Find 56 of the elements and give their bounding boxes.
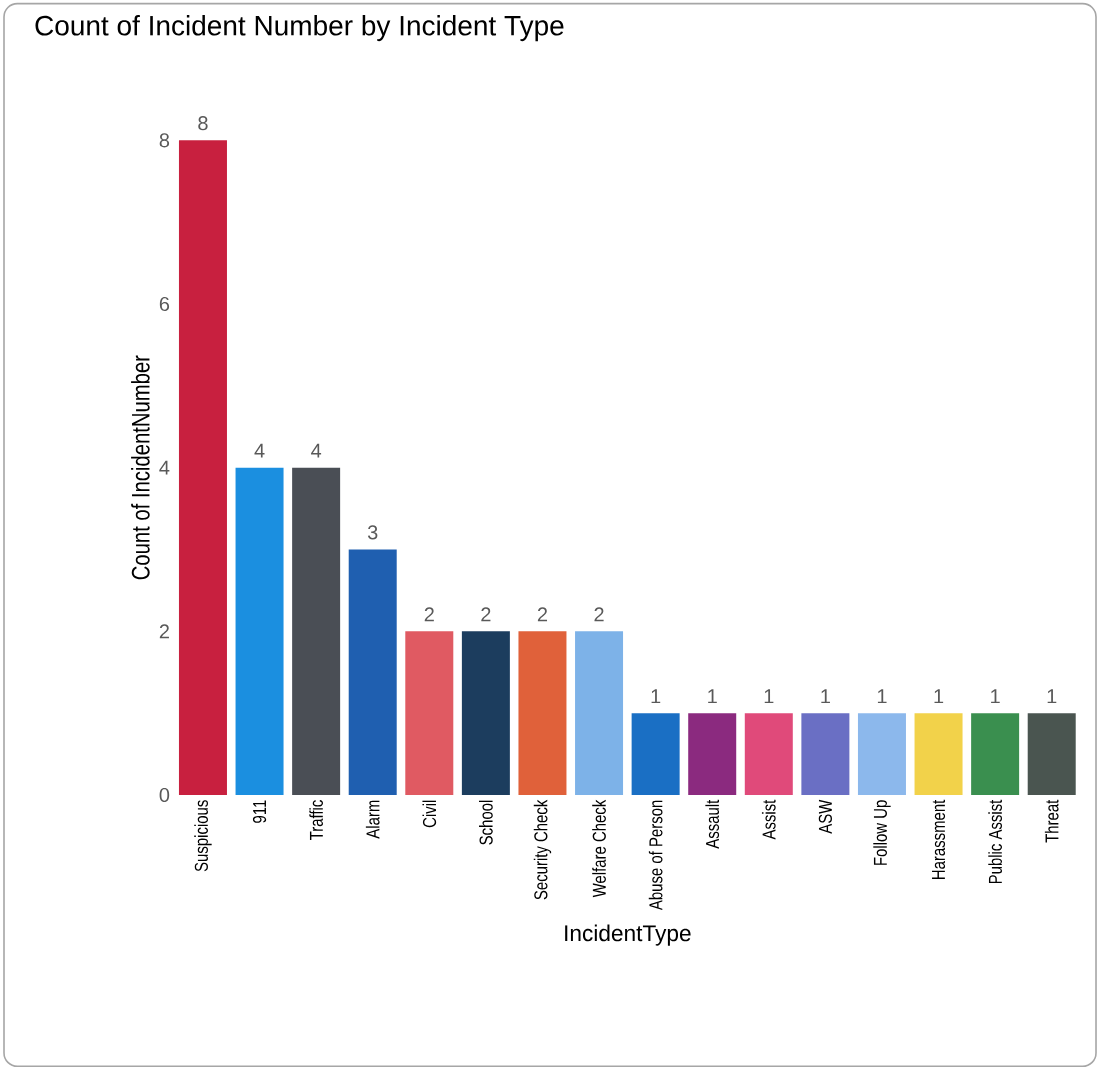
x-axis-title: IncidentType xyxy=(565,924,691,946)
y-tick-label: 2 xyxy=(159,624,169,639)
bar xyxy=(914,713,963,795)
x-tick-label: Abuse of Person xyxy=(648,800,663,911)
x-tick-label: Welfare Check xyxy=(592,799,606,898)
x-tick-label: Assist xyxy=(761,799,776,840)
bar xyxy=(235,467,284,795)
x-tick-label: ASW xyxy=(818,799,832,834)
data-label: 4 xyxy=(311,443,322,458)
data-label: 2 xyxy=(594,607,604,622)
y-tick-label: 6 xyxy=(159,296,170,312)
x-tick-label: 911 xyxy=(252,800,267,823)
data-label: 2 xyxy=(537,607,548,622)
x-tick-label: Threat xyxy=(1044,799,1059,843)
x-tick-label: Follow Up xyxy=(873,800,891,865)
bar xyxy=(575,631,624,795)
bar xyxy=(292,467,341,795)
data-label: 1 xyxy=(764,689,774,704)
bar xyxy=(971,713,1020,795)
chart-title: Count of Incident Number by Incident Type xyxy=(35,15,564,42)
bar xyxy=(461,631,510,795)
x-tick-label: Harassment xyxy=(932,799,946,879)
bar xyxy=(744,713,793,795)
data-label: 1 xyxy=(821,689,830,704)
data-label: 2 xyxy=(481,607,491,622)
data-label: 2 xyxy=(424,607,434,622)
bar xyxy=(631,713,680,795)
y-tick-label: 8 xyxy=(159,133,170,148)
data-label: 8 xyxy=(198,116,208,131)
bar xyxy=(518,631,567,795)
x-tick-label: Public Assist xyxy=(988,799,1002,884)
bar xyxy=(348,549,397,795)
bar xyxy=(1027,713,1076,795)
y-tick-label: 0 xyxy=(159,787,170,803)
bar xyxy=(801,713,850,795)
x-tick-label: Suspicious xyxy=(194,800,212,872)
data-label: 1 xyxy=(651,689,661,704)
data-label: 3 xyxy=(367,525,378,540)
data-label: 1 xyxy=(991,689,1000,704)
bar xyxy=(178,140,227,795)
data-label: 4 xyxy=(254,443,265,458)
y-axis-title: Count of IncidentNumber xyxy=(131,355,150,580)
x-tick-label: Civil xyxy=(422,800,437,828)
y-tick-label: 4 xyxy=(159,460,170,475)
bar xyxy=(857,713,906,795)
data-label: 1 xyxy=(1047,689,1057,704)
data-label: 1 xyxy=(934,689,944,704)
data-label: 1 xyxy=(877,689,887,704)
x-tick-label: Assault xyxy=(705,799,720,849)
x-tick-label: School xyxy=(479,800,493,845)
bar xyxy=(688,713,737,795)
x-tick-label: Traffic xyxy=(309,800,323,841)
x-tick-label: Security Check xyxy=(533,799,552,900)
data-label: 1 xyxy=(708,689,717,704)
x-tick-label: Alarm xyxy=(365,800,380,839)
bar xyxy=(405,631,454,795)
